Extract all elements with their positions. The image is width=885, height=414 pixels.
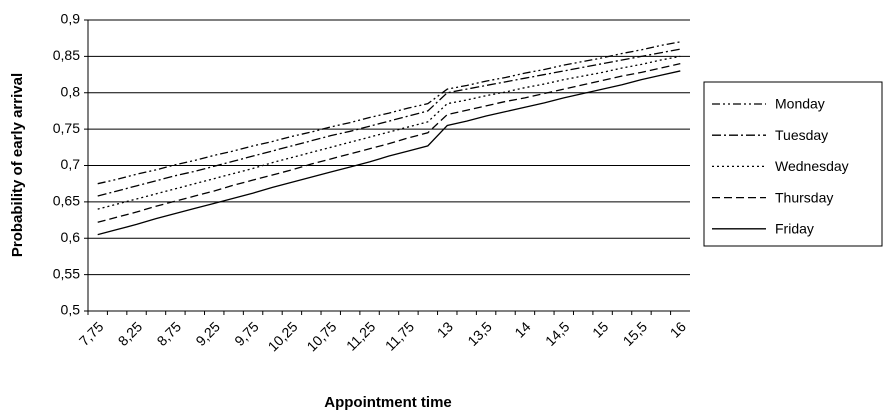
x-tick-label: 15	[589, 318, 611, 340]
y-tick-label: 0,9	[61, 11, 81, 27]
y-axis-title: Probability of early arrival	[9, 73, 26, 257]
x-tick-label: 14,5	[542, 318, 573, 349]
y-tick-label: 0,75	[53, 120, 80, 136]
x-tick-label: 16	[667, 318, 689, 340]
legend-box	[703, 81, 883, 247]
x-tick-label: 13	[434, 318, 456, 340]
series-line	[97, 70, 681, 236]
x-tick-label: 11,75	[382, 318, 418, 354]
series-line	[97, 48, 681, 197]
x-tick-label: 7,75	[76, 318, 107, 349]
y-tick-label: 0,85	[53, 47, 80, 63]
x-tick-label: 14	[511, 318, 533, 340]
x-tick-label: 10,75	[303, 318, 339, 354]
legend-label: Wednesday	[775, 158, 849, 174]
x-tick-label: 11,25	[343, 318, 379, 354]
series-line	[97, 41, 681, 185]
x-tick-label: 8,75	[154, 318, 185, 349]
x-tick-label: 8,25	[115, 318, 146, 349]
y-tick-label: 0,55	[53, 265, 80, 281]
legend-label: Tuesday	[775, 127, 828, 143]
y-tick-label: 0,5	[61, 302, 81, 318]
x-axis-title: Appointment time	[324, 394, 452, 411]
x-tick-label: 9,25	[192, 318, 223, 349]
legend-label: Monday	[775, 96, 825, 112]
x-tick-label: 10,25	[265, 318, 301, 354]
y-tick-label: 0,8	[61, 83, 81, 99]
legend-label: Friday	[775, 221, 814, 237]
y-tick-label: 0,7	[61, 156, 81, 172]
y-tick-label: 0,6	[61, 229, 81, 245]
series-line	[97, 63, 681, 223]
legend-label: Thursday	[775, 189, 833, 205]
y-tick-label: 0,65	[53, 193, 80, 209]
x-tick-label: 9,75	[231, 318, 262, 349]
x-tick-label: 13,5	[464, 318, 495, 349]
x-tick-label: 15,5	[620, 318, 651, 349]
series-line	[97, 55, 681, 210]
